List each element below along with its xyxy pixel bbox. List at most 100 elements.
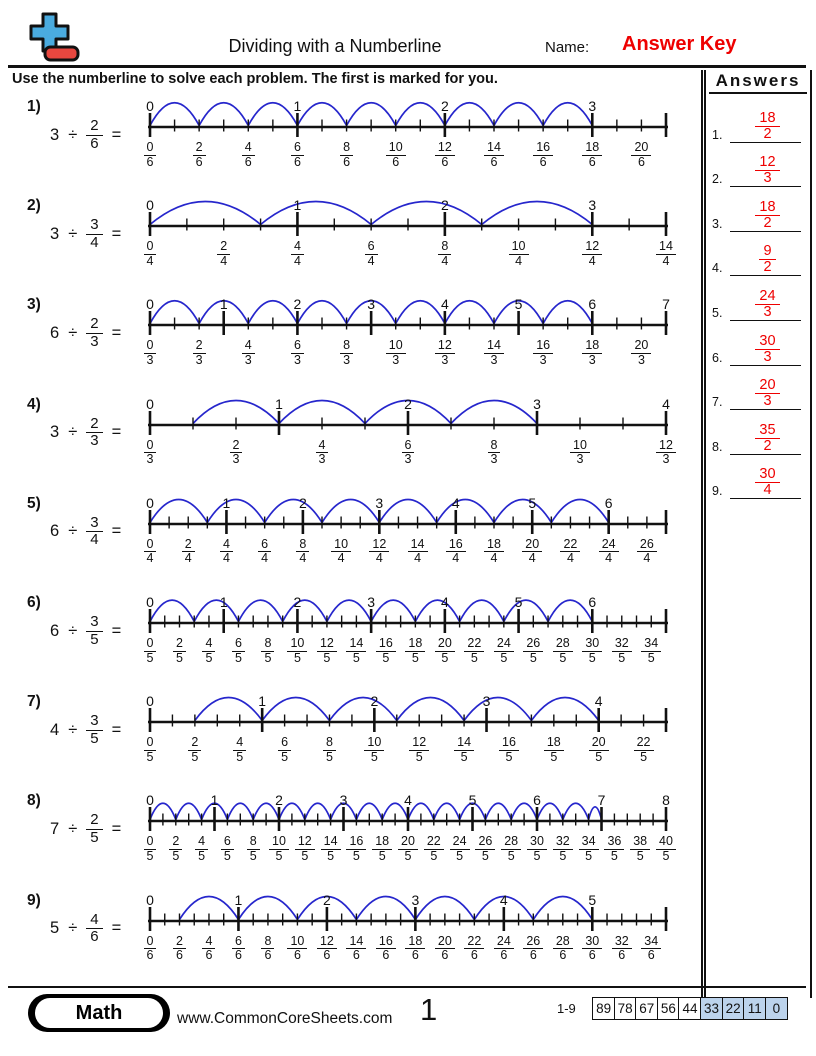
answer-fraction: 18 2	[734, 199, 801, 231]
tick-fraction-label: 12 4	[366, 537, 392, 566]
tick-fraction-numerator: 8	[340, 339, 354, 354]
tick-fraction-label: 24 5	[447, 835, 473, 863]
answer-denominator: 3	[763, 393, 772, 410]
hop-arc	[247, 101, 299, 126]
hop-arc	[414, 895, 476, 920]
problem-expression: 3 ÷ 3 4 =	[50, 217, 121, 251]
hop-arc	[547, 599, 594, 622]
hop-arc	[396, 696, 465, 722]
answer-item: 7. 20 3	[706, 366, 810, 411]
whole-number-label: 4	[452, 495, 460, 511]
tick-fraction-denominator: 3	[441, 352, 449, 367]
equals-sign: =	[111, 125, 122, 144]
tick-fraction-numerator: 22	[560, 537, 581, 553]
tick-fraction-numerator: 8	[261, 934, 275, 950]
answer-numerator: 12	[755, 155, 780, 172]
tick-fraction-label: 16 6	[373, 934, 399, 963]
problem-expression: 6 ÷ 2 3 =	[50, 316, 121, 350]
tick-fraction-label: 28 6	[550, 934, 576, 963]
tick-fraction-denominator: 5	[249, 848, 257, 863]
tick-fraction-label: 10 3	[567, 438, 593, 467]
problem-number: 1)	[27, 98, 41, 115]
tick-fraction-label: 12 4	[579, 240, 605, 268]
tick-fraction-numerator: 16	[533, 140, 554, 156]
tick-fraction-label: 20 5	[432, 636, 458, 665]
score-box: 89	[592, 997, 616, 1020]
tick-fraction-numerator: 16	[375, 636, 396, 652]
hop-arc	[378, 498, 438, 523]
whole-number-label: 2	[323, 892, 331, 908]
hop-arc	[296, 101, 348, 126]
whole-number-label: 3	[588, 197, 596, 213]
whole-number-label: 5	[515, 594, 523, 610]
tick-fraction-numerator: 14	[320, 835, 341, 850]
dividend: 6	[50, 621, 60, 640]
whole-number-label: 1	[275, 396, 283, 412]
dividend: 6	[50, 522, 60, 541]
tick-fraction-numerator: 4	[233, 736, 247, 751]
hop-arc	[193, 599, 240, 622]
whole-number-label: 6	[533, 792, 541, 808]
numberline-svg: 0 1 2 3 4 5	[146, 892, 668, 931]
tick-fraction-numerator: 10	[269, 835, 289, 850]
tick-fraction-label: 14 3	[481, 339, 507, 367]
tick-fraction-label: 10 5	[361, 736, 387, 764]
tick-fraction-label: 16 4	[443, 537, 469, 566]
tick-fraction-numerator: 0	[143, 537, 157, 553]
divisor-numerator: 2	[86, 415, 103, 434]
tick-fraction-label: 18 5	[541, 736, 567, 764]
tick-fraction-label: 12 3	[653, 438, 679, 467]
instruction-text: Use the numberline to solve each problem…	[12, 71, 498, 87]
tick-fraction-denominator: 5	[588, 650, 596, 665]
answer-fraction: 12 3	[734, 155, 801, 186]
whole-number-label: 1	[223, 495, 231, 511]
tick-fraction-label: 14 6	[343, 934, 369, 963]
tick-fraction-numerator: 6	[401, 438, 415, 454]
tick-fraction-label: 14 4	[653, 240, 679, 268]
divisor-denominator: 5	[90, 828, 99, 846]
whole-number-label: 5	[528, 495, 536, 511]
equals-sign: =	[111, 224, 122, 243]
tick-fraction-numerator: 10	[331, 537, 352, 553]
hop-arc	[192, 399, 280, 424]
tick-fraction-numerator: 8	[261, 636, 275, 652]
tick-fraction-denominator: 3	[232, 452, 240, 467]
tick-fraction-numerator: 0	[143, 140, 157, 156]
answer-numerator: 30	[755, 333, 780, 350]
whole-number-label: 4	[662, 396, 670, 412]
tick-fraction-denominator: 5	[352, 650, 360, 665]
numberline-svg: 0 1 2 3	[146, 98, 668, 137]
tick-fraction-numerator: 40	[656, 835, 676, 850]
tick-fraction-denominator: 5	[146, 848, 154, 863]
answer-denominator: 2	[763, 214, 772, 231]
tick-fraction-denominator: 5	[647, 650, 655, 665]
tick-fraction-numerator: 8	[322, 736, 336, 751]
tick-fraction-denominator: 4	[490, 551, 498, 566]
tick-fraction-denominator: 5	[640, 749, 648, 764]
whole-number-label: 0	[146, 594, 154, 610]
tick-fraction-denominator: 6	[234, 948, 242, 963]
problem-row-9: 9) 5 ÷ 4 6 = 0 1 2 3 4 5 0 6 2 6 4 6 6 6 8 6 10 6 12 6 14 6 16 6 18 6 20…	[0, 889, 700, 988]
answer-item: 9. 30 4	[706, 455, 810, 500]
tick-fraction-label: 14 5	[318, 835, 344, 863]
answer-blank-line	[730, 230, 801, 232]
numberline: 0 1 2 3 4 0 3 2 3 4 3 6 3 8 3 10 3 12 3	[143, 393, 676, 492]
hop-arc	[149, 300, 200, 325]
divisor-denominator: 6	[90, 928, 99, 946]
numberline: 0 1 2 3 4 5 0 6 2 6 4 6 6 6 8 6 10 6 12 6 14 6 16 6 18 6 20 6 22 6 24 6…	[143, 889, 670, 988]
tick-fraction-numerator: 30	[582, 934, 603, 950]
numberline-svg: 0 1 2 3 4 5 6 7	[146, 296, 670, 336]
numberline: 0 1 2 3 4 5 6 7 8 0 5 2 5 4 5 6 5 8 5 10 5 12 5 14 5 16 5 18 5 20 5 22 5…	[143, 789, 676, 888]
tick-fraction-numerator: 32	[611, 636, 632, 652]
footer-rule	[8, 986, 806, 988]
numberline: 0 1 2 3 4 5 6 7 0 3 2 3 4 3 6 3 8 3 10 3 12 3 14 3 16 3 18 3 20 3	[143, 293, 670, 392]
tick-fraction-numerator: 20	[631, 140, 652, 156]
tick-fraction-numerator: 28	[552, 934, 573, 950]
problem-row-2: 2) 3 ÷ 3 4 = 0 1 2 3 0 4 2 4 4 4 6 4 8 4 10 4 12 4 14 4	[0, 194, 700, 293]
